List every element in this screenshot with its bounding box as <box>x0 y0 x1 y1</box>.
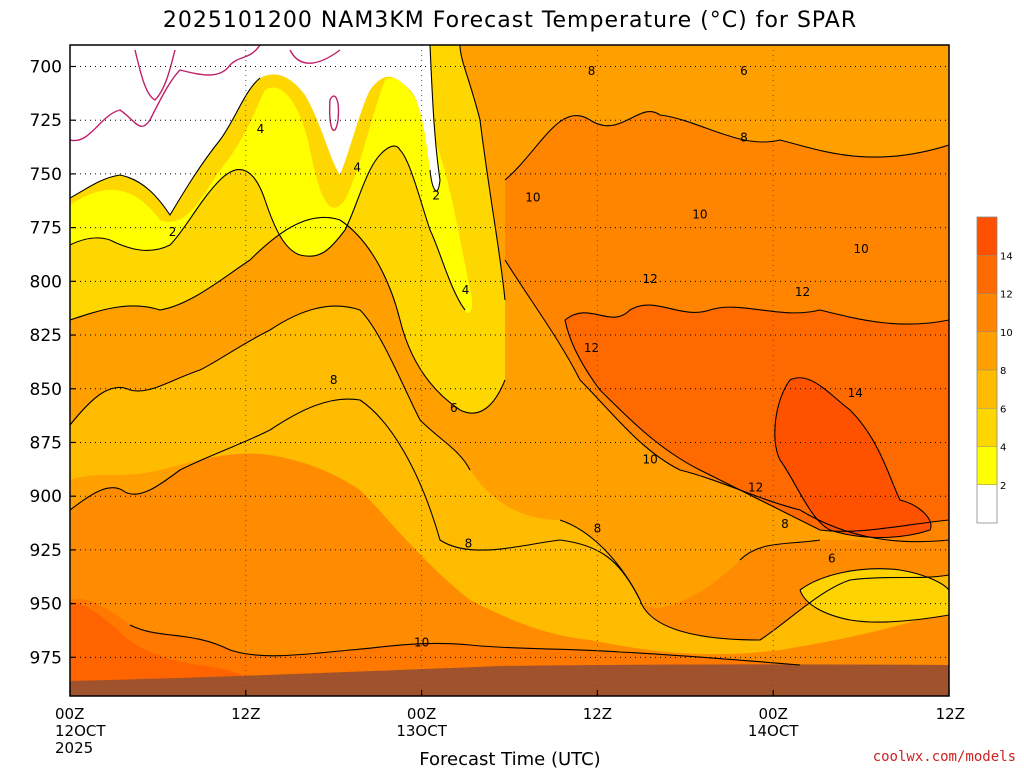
x-tick-label: 00Z <box>55 705 84 723</box>
y-tick-label: 825 <box>30 326 62 346</box>
y-tick-label: 925 <box>30 541 62 561</box>
chart-title: 2025101200 NAM3KM Forecast Temperature (… <box>163 8 857 33</box>
y-tick-label: 700 <box>30 57 62 77</box>
colorbar-label: 2 <box>1000 481 1006 492</box>
contour-label: 8 <box>465 536 473 550</box>
x-tick-label: 12Z <box>583 705 612 723</box>
x-tick-label: 12Z <box>936 705 965 723</box>
x-tick-date: 12OCT <box>55 722 106 740</box>
contour-label: 12 <box>748 481 763 495</box>
y-tick-label: 900 <box>30 487 62 507</box>
x-tick-label: 00Z <box>759 705 788 723</box>
contour-label: 8 <box>781 517 789 531</box>
fill-band-6-lower-right <box>800 568 949 623</box>
fill-band-6-8 <box>70 306 949 655</box>
colorbar: 2 4 6 8 10 12 14 <box>976 216 1013 524</box>
y-tick-label: 750 <box>30 165 62 185</box>
x-tick-label: 00Z <box>407 705 436 723</box>
colorbar-label: 14 <box>1000 251 1013 262</box>
y-tick-label: 950 <box>30 595 62 615</box>
fill-band-12-surface <box>70 602 250 684</box>
plot-frame <box>69 44 950 697</box>
contour-label: 12 <box>584 341 599 355</box>
colorbar-swatch <box>977 370 997 409</box>
colorbar-swatch <box>977 255 997 294</box>
y-tick-label: 875 <box>30 433 62 453</box>
contour-label-layer: 2 2 4 4 4 6 6 6 8 8 8 8 8 8 10 10 10 10 10 12 12 12 12 14 <box>169 64 869 650</box>
fill-band-below-2 <box>70 45 440 215</box>
contour-lines <box>70 45 949 666</box>
x-axis-label: Forecast Time (UTC) <box>419 749 600 768</box>
contour-label: 14 <box>848 386 863 400</box>
contour-field: 2 2 4 4 4 6 6 6 8 8 8 8 8 8 10 10 10 10 10 12 12 12 12 14 <box>70 45 949 696</box>
contour-label: 8 <box>594 521 602 535</box>
contour-label: 4 <box>257 122 265 136</box>
credit-text: coolwx.com/models <box>873 749 1016 765</box>
contour-label: 4 <box>353 160 361 174</box>
contour-label: 10 <box>642 453 657 467</box>
colorbar-swatch <box>977 217 997 256</box>
contour-label: 6 <box>828 551 836 565</box>
contour-label: 8 <box>588 64 596 78</box>
contour-label: 8 <box>740 130 748 144</box>
colorbar-swatch <box>977 484 997 523</box>
colorbar-swatch <box>977 446 997 485</box>
x-tick-year: 2025 <box>55 739 93 757</box>
colorbar-swatch <box>977 331 997 370</box>
fill-band-2-4 <box>70 78 473 314</box>
contour-label: 6 <box>450 401 458 415</box>
contour-label: 12 <box>795 285 810 299</box>
y-tick-label: 725 <box>30 111 62 131</box>
y-tick-label: 800 <box>30 272 62 292</box>
y-tick-label: 975 <box>30 648 62 668</box>
colorbar-label: 6 <box>1000 404 1006 415</box>
grid-layer <box>70 45 949 696</box>
colorbar-label: 10 <box>1000 328 1013 339</box>
contour-label: 2 <box>169 225 177 239</box>
contour-label: 10 <box>414 635 429 649</box>
colorbar-label: 8 <box>1000 366 1006 377</box>
colorbar-swatch <box>977 293 997 332</box>
ground-surface <box>70 664 949 696</box>
contour-label: 10 <box>692 208 707 222</box>
contour-label: 6 <box>740 64 748 78</box>
colorbar-label: 12 <box>1000 290 1013 301</box>
x-tick-label: 12Z <box>231 705 260 723</box>
contour-label: 8 <box>330 373 338 387</box>
colorbar-swatch <box>977 408 997 447</box>
y-tick-label: 850 <box>30 380 62 400</box>
contour-label: 10 <box>525 191 540 205</box>
contour-label: 2 <box>432 188 440 202</box>
x-tick-date: 14OCT <box>748 722 799 740</box>
colorbar-label: 4 <box>1000 443 1006 454</box>
contour-label: 12 <box>642 272 657 286</box>
contour-lines-zero <box>70 45 341 142</box>
contour-label: 10 <box>853 242 868 256</box>
fill-band-14 <box>774 377 931 538</box>
y-axis: 700 725 750 775 800 825 850 875 900 925 950 975 <box>30 57 76 668</box>
y-tick-label: 775 <box>30 219 62 239</box>
x-tick-date: 13OCT <box>396 722 447 740</box>
contour-label: 4 <box>462 283 470 297</box>
